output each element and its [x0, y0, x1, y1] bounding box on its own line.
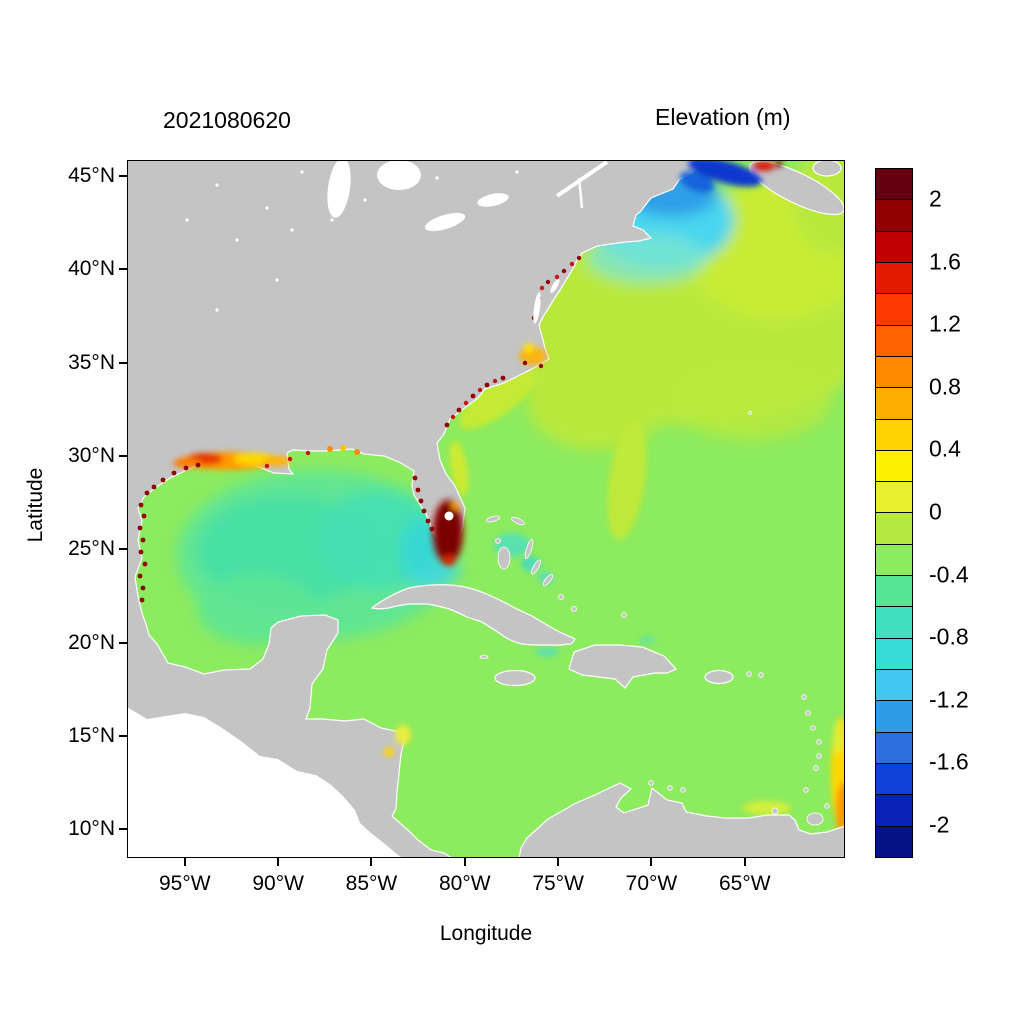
- lakes-layer: [185, 160, 609, 521]
- x-tick-label: 90°W: [252, 872, 304, 895]
- colorbar-cell: [876, 826, 912, 857]
- antilles-islands: [479, 411, 830, 826]
- x-tick-mark: [743, 858, 746, 866]
- x-tick-label: 70°W: [625, 872, 678, 895]
- colorbar-tick-label: -2: [929, 811, 950, 838]
- y-tick-label: 45°N: [68, 164, 115, 187]
- cuba-island: [370, 584, 576, 646]
- y-tick-label: 35°N: [68, 350, 115, 374]
- ocean-field-layer: [177, 160, 845, 645]
- y-tick-label: 10°N: [68, 817, 115, 841]
- land-layer: [127, 160, 845, 858]
- colorbar-cell: [876, 200, 912, 232]
- x-tick-mark: [557, 858, 560, 866]
- y-axis-label: Latitude: [24, 467, 47, 543]
- colorbar-cell: [876, 294, 912, 326]
- colorbar-tick-label: -1.6: [929, 748, 969, 775]
- pacific-outside-domain: [127, 707, 403, 858]
- y-tick-mark: [119, 454, 127, 457]
- colorbar-cell: [876, 576, 912, 608]
- colorbar-cell: [876, 388, 912, 420]
- jamaica-island: [494, 669, 536, 687]
- y-tick-mark: [119, 548, 127, 551]
- map-plot-area: [127, 160, 845, 858]
- x-axis-label: Longitude: [439, 922, 533, 945]
- colorbar-tick-label: 2: [929, 185, 942, 212]
- colorbar-tick-label: -1.2: [929, 686, 969, 713]
- y-tick-label: 20°N: [68, 630, 115, 654]
- x-tick-mark: [370, 858, 373, 866]
- north-america-land: [127, 160, 703, 858]
- colorbar-title: Elevation (m): [655, 104, 791, 130]
- y-tick-mark: [119, 828, 127, 831]
- colorbar-cell: [876, 450, 912, 483]
- colorbar-cell: [876, 607, 912, 639]
- colorbar: [875, 168, 913, 858]
- y-tick-label: 30°N: [68, 443, 115, 467]
- colorbar-cell: [876, 513, 912, 545]
- coastal-extremes-layer: [173, 160, 783, 757]
- x-tick-label: 85°W: [345, 872, 398, 895]
- x-tick-mark: [277, 858, 280, 866]
- colorbar-tick-label: 0: [929, 498, 942, 525]
- colorbar-tick-label: -0.4: [929, 561, 969, 588]
- x-tick-label: 80°W: [438, 872, 491, 895]
- colorbar-cell: [876, 670, 912, 702]
- y-tick-mark: [119, 268, 127, 271]
- y-tick-mark: [119, 361, 127, 364]
- x-tick-mark: [183, 858, 186, 866]
- timestamp-title: 2021080620: [163, 107, 291, 133]
- nova-scotia-land: [749, 160, 845, 216]
- colorbar-cell: [876, 262, 912, 295]
- colorbar-cell: [876, 638, 912, 670]
- colorbar-cell: [876, 231, 912, 263]
- puerto-rico-island: [704, 669, 734, 685]
- colorbar-cell: [876, 356, 912, 389]
- y-tick-label: 15°N: [68, 723, 115, 747]
- y-tick-mark: [119, 734, 127, 737]
- coastline-speckles: [137, 255, 582, 603]
- x-tick-mark: [463, 858, 466, 866]
- y-tick-mark: [119, 175, 127, 177]
- colorbar-cell: [876, 325, 912, 357]
- elevation-map: [127, 160, 845, 858]
- hispaniola-island: [568, 644, 678, 689]
- colorbar-tick-label: 1.2: [929, 310, 961, 337]
- colorbar-tick-label: 0.4: [929, 435, 961, 462]
- y-tick-label: 25°N: [68, 537, 115, 561]
- y-tick-mark: [119, 641, 127, 644]
- colorbar-cell: [876, 763, 912, 796]
- colorbar-cell: [876, 419, 912, 451]
- colorbar-cell: [876, 732, 912, 764]
- y-tick-label: 40°N: [68, 257, 115, 281]
- colorbar-cell: [876, 544, 912, 577]
- colorbar-cell: [876, 169, 912, 201]
- colorbar-cell: [876, 795, 912, 827]
- south-america-land: [518, 782, 845, 858]
- colorbar-cell: [876, 701, 912, 733]
- x-tick-label: 95°W: [159, 872, 211, 895]
- x-tick-label: 65°W: [718, 872, 771, 895]
- colorbar-tick-label: 0.8: [929, 373, 961, 400]
- colorbar-tick-label: -0.8: [929, 623, 969, 650]
- bahamas-islands: [485, 515, 627, 618]
- x-tick-mark: [650, 858, 653, 866]
- x-tick-label: 75°W: [532, 872, 584, 895]
- ocean-detail-layer: [449, 371, 845, 838]
- colorbar-cell: [876, 482, 912, 514]
- colorbar-tick-label: 1.6: [929, 248, 961, 275]
